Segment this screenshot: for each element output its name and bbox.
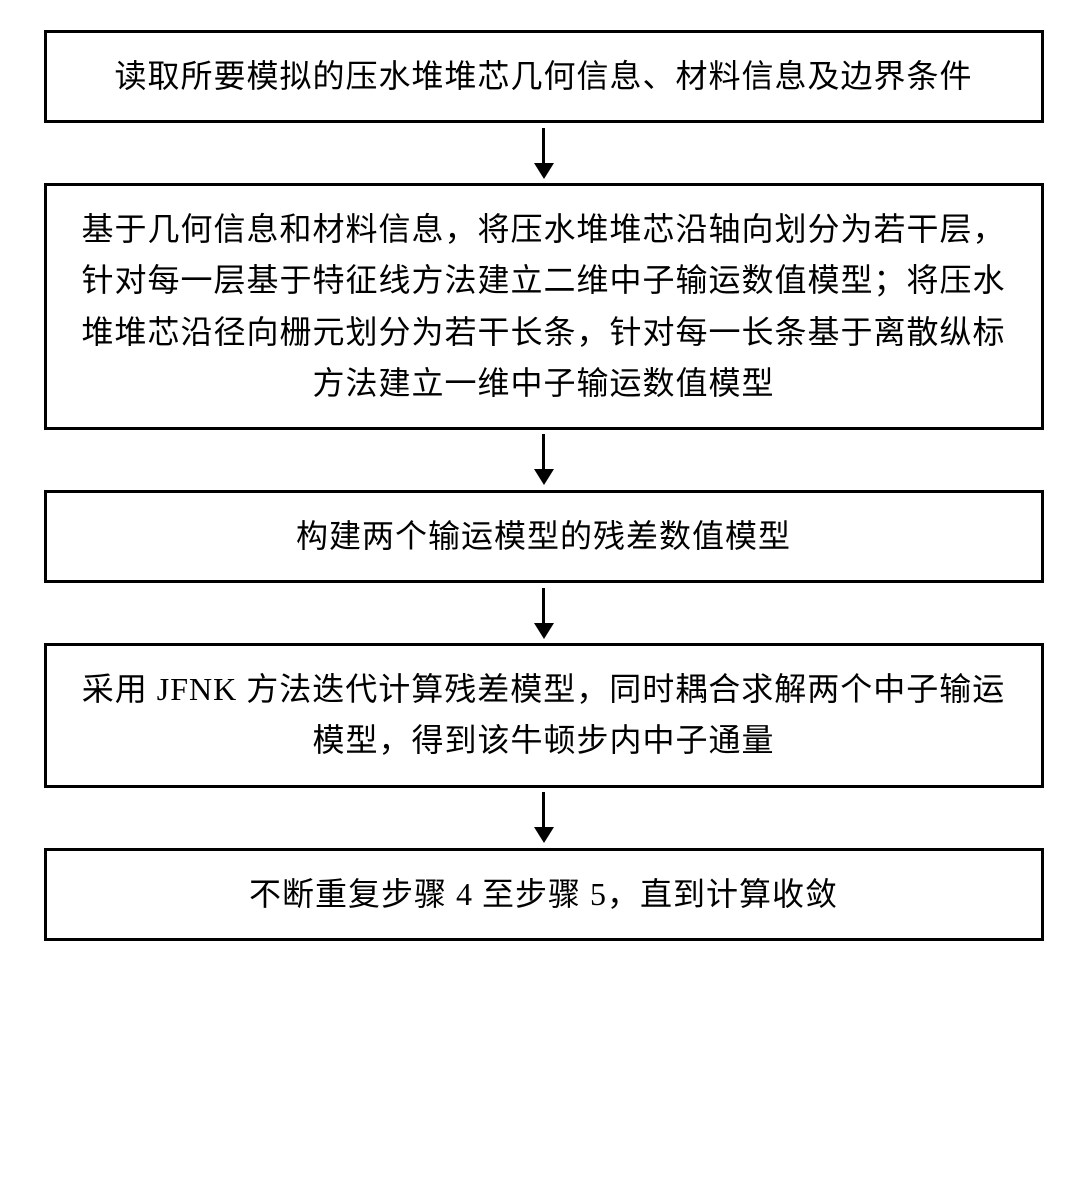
flowchart-step-2: 基于几何信息和材料信息，将压水堆堆芯沿轴向划分为若干层，针对每一层基于特征线方法… — [44, 183, 1044, 430]
arrow-head-icon — [534, 827, 554, 843]
arrow-line — [542, 792, 545, 827]
arrow-line — [542, 588, 545, 623]
step-text: 采用 JFNK 方法迭代计算残差模型，同时耦合求解两个中子输运模型，得到该牛顿步… — [77, 664, 1011, 766]
flowchart-step-1: 读取所要模拟的压水堆堆芯几何信息、材料信息及边界条件 — [44, 30, 1044, 123]
arrow-3 — [534, 583, 554, 643]
step-text: 读取所要模拟的压水堆堆芯几何信息、材料信息及边界条件 — [77, 51, 1011, 102]
arrow-2 — [534, 430, 554, 490]
flowchart-step-3: 构建两个输运模型的残差数值模型 — [44, 490, 1044, 583]
arrow-head-icon — [534, 163, 554, 179]
arrow-line — [542, 434, 545, 469]
step-text: 不断重复步骤 4 至步骤 5，直到计算收敛 — [77, 869, 1011, 920]
flowchart-step-5: 不断重复步骤 4 至步骤 5，直到计算收敛 — [44, 848, 1044, 941]
arrow-4 — [534, 788, 554, 848]
step-text: 基于几何信息和材料信息，将压水堆堆芯沿轴向划分为若干层，针对每一层基于特征线方法… — [77, 204, 1011, 409]
flowchart-container: 读取所要模拟的压水堆堆芯几何信息、材料信息及边界条件 基于几何信息和材料信息，将… — [44, 30, 1044, 941]
arrow-head-icon — [534, 623, 554, 639]
arrow-line — [542, 128, 545, 163]
flowchart-step-4: 采用 JFNK 方法迭代计算残差模型，同时耦合求解两个中子输运模型，得到该牛顿步… — [44, 643, 1044, 787]
arrow-1 — [534, 123, 554, 183]
step-text: 构建两个输运模型的残差数值模型 — [77, 511, 1011, 562]
arrow-head-icon — [534, 469, 554, 485]
